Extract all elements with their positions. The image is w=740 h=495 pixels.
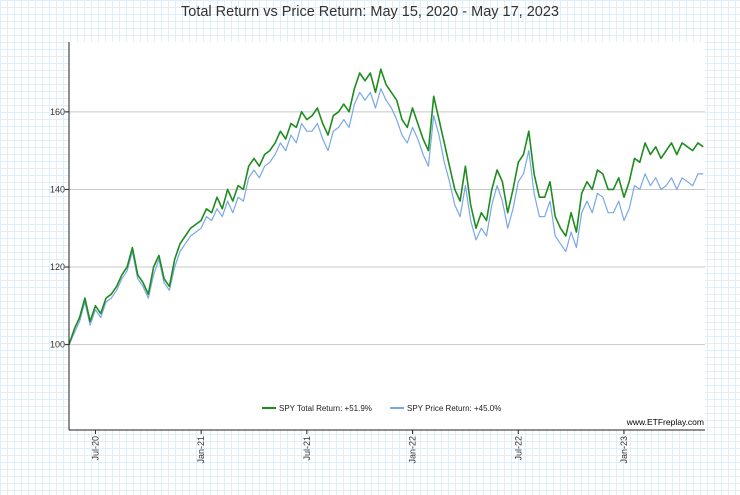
x-tick-label: Jan-21: [196, 436, 206, 464]
series-layer: [68, 68, 704, 345]
y-tick-label: 140: [50, 184, 65, 194]
x-tick-label: Jul-21: [302, 436, 312, 461]
x-tick-label: Jul-22: [513, 436, 523, 461]
x-tick-label: Jan-22: [408, 436, 418, 464]
legend: SPY Total Return: +51.9% SPY Price Return…: [262, 404, 501, 413]
grid-layer: [69, 111, 705, 346]
series-line-total-return: [68, 68, 704, 345]
y-tick-label: 160: [50, 107, 65, 117]
legend-label-price-return: SPY Price Return: +45.0%: [407, 404, 501, 413]
y-tick-label: 100: [50, 340, 65, 350]
series-line-price-return: [68, 88, 704, 345]
x-tick-layer: Jul-20 Jan-21 Jul-21 Jan-22 Jul-22 Jan-23: [90, 430, 629, 464]
y-tick-layer: 100 120 140 160: [50, 107, 69, 350]
source-label: www.ETFreplay.com: [626, 417, 704, 427]
legend-label-total-return: SPY Total Return: +51.9%: [279, 404, 372, 413]
x-tick-label: Jul-20: [90, 436, 100, 461]
x-tick-label: Jan-23: [619, 436, 629, 464]
chart-title: Total Return vs Price Return: May 15, 20…: [181, 4, 559, 20]
y-tick-label: 120: [50, 262, 65, 272]
plot-background: [69, 42, 705, 430]
